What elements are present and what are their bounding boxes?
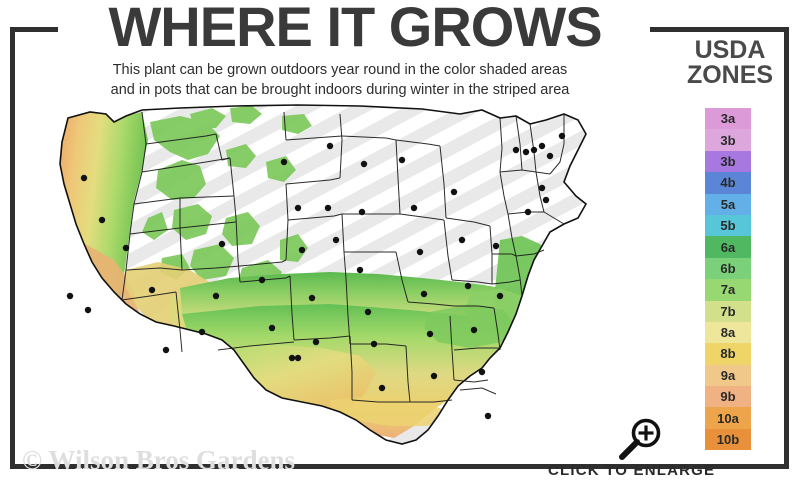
zone-swatch-10a-14: 10a (705, 407, 751, 429)
magnifier-plus-icon[interactable] (617, 418, 665, 462)
watermark: © Wilson Bros Gardens (22, 445, 295, 475)
legend-heading-line-2: ZONES (686, 61, 774, 89)
map-svg (59, 104, 588, 445)
zone-swatch-7b-9: 7b (705, 300, 751, 322)
zone-swatch-7a-8: 7a (705, 279, 751, 301)
hardiness-zone-map[interactable] (30, 100, 640, 460)
zone-swatch-8b-11: 8b (705, 343, 751, 365)
zone-swatch-9b-13: 9b (705, 386, 751, 408)
zone-swatch-4b-3: 4b (705, 172, 751, 194)
page-title: WHERE IT GROWS (108, 0, 602, 58)
city-dots (66, 132, 566, 420)
map-color-shading (60, 106, 550, 444)
zone-swatch-6b-7: 6b (705, 257, 751, 280)
subtitle-line-2: and in pots that can be brought indoors … (110, 82, 570, 98)
zone-swatch-9a-12: 9a (705, 364, 751, 387)
zone-swatch-3b-1: 3b (705, 129, 751, 151)
subtitle: This plant can be grown outdoors year ro… (40, 60, 640, 100)
click-to-enlarge-label[interactable]: CLICK TO ENLARGE (548, 462, 716, 479)
zone-swatch-5b-5: 5b (705, 214, 751, 237)
legend-heading-line-1: USDA (694, 36, 766, 64)
usda-zone-legend: 3a 3b 3b 4b 5a 5b 6a 6b 7a 7b 8a 8b 9a 9b 10a 10b (705, 108, 751, 451)
state-borders (121, 111, 565, 403)
zone-swatch-3a-0: 3a (705, 108, 751, 130)
zone-swatch-5a-4: 5a (705, 193, 751, 215)
legend-heading: USDA ZONES (662, 38, 798, 88)
frame-bottom-edge (10, 464, 789, 469)
us-outline (59, 104, 588, 445)
frame-right-edge (784, 27, 789, 469)
zone-swatch-3b-2: 3b (705, 150, 751, 173)
frame-top-right-stub (650, 27, 789, 32)
frame-left-edge (10, 27, 15, 469)
frame-top-left-stub (10, 27, 58, 32)
zone-swatch-8a-10: 8a (705, 321, 751, 344)
zone-swatch-10b-15: 10b (705, 428, 751, 451)
zone-swatch-6a-6: 6a (705, 236, 751, 258)
subtitle-line-1: This plant can be grown outdoors year ro… (112, 62, 568, 78)
